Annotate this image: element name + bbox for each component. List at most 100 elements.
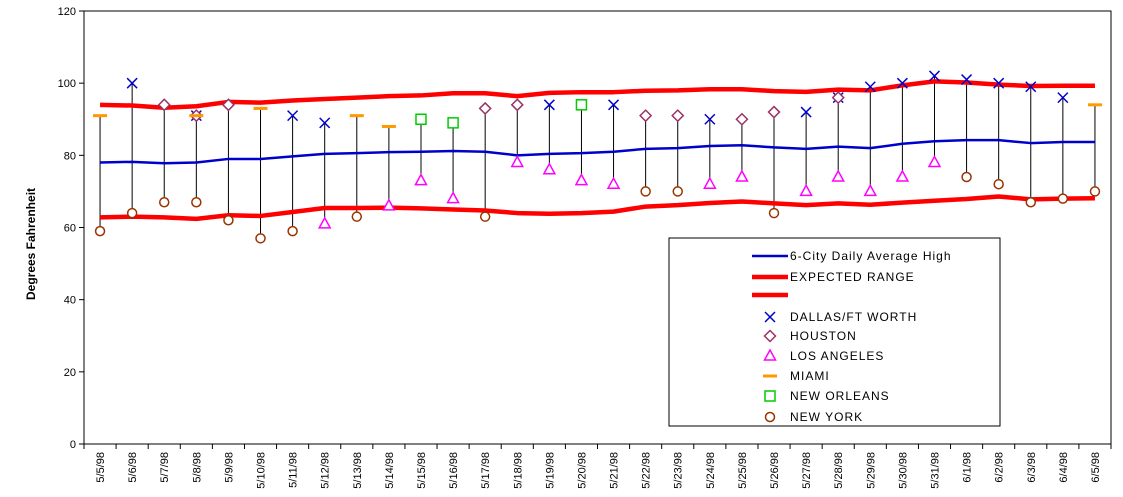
- data-point: [704, 113, 716, 125]
- data-point: [94, 225, 106, 237]
- data-point: [703, 176, 717, 189]
- data-point: [1025, 196, 1037, 208]
- data-point: [993, 178, 1004, 190]
- data-point: [317, 216, 332, 229]
- x-tick-label: 5/8/98: [191, 452, 203, 483]
- x-tick-label: 5/16/98: [448, 452, 460, 489]
- marker-stroke: [126, 77, 138, 89]
- marker-stroke: [704, 113, 716, 125]
- data-point: [447, 117, 459, 129]
- data-point: [928, 70, 941, 82]
- marker-stroke: [864, 81, 876, 93]
- data-point: [415, 113, 427, 125]
- x-tick-label: 5/30/98: [897, 452, 909, 489]
- data-point: [672, 186, 683, 197]
- data-point: [478, 101, 492, 115]
- marker-stroke: [961, 74, 973, 86]
- data-point: [542, 162, 557, 175]
- marker-stroke: [993, 77, 1005, 89]
- x-tick-label: 5/7/98: [159, 452, 171, 483]
- data-point: [767, 105, 781, 119]
- data-point: [639, 109, 653, 123]
- data-point: [993, 77, 1005, 89]
- y-tick-label: 100: [58, 78, 76, 90]
- data-point: [221, 98, 235, 112]
- marker-stroke: [287, 110, 299, 122]
- marker-stroke: [800, 106, 812, 118]
- data-point: [927, 154, 942, 168]
- x-tick-label: 5/10/98: [256, 452, 268, 489]
- data-point: [126, 207, 138, 219]
- x-tick-label: 5/11/98: [288, 452, 300, 488]
- legend-swatch: [764, 411, 776, 423]
- x-tick-label: 5/15/98: [416, 452, 428, 489]
- y-tick-label: 0: [70, 439, 76, 451]
- x-tick-label: 5/22/98: [641, 452, 653, 489]
- data-point: [606, 176, 621, 189]
- x-tick-label: 5/12/98: [320, 452, 332, 489]
- data-point: [735, 112, 749, 126]
- marker-stroke: [608, 99, 620, 111]
- data-point: [446, 191, 460, 204]
- x-tick-label: 5/21/98: [609, 452, 621, 489]
- marker-stroke: [319, 117, 331, 129]
- x-tick-label: 6/1/98: [962, 452, 974, 483]
- data-point: [1057, 92, 1069, 104]
- data-point: [157, 98, 171, 112]
- x-tick-label: 5/5/98: [95, 452, 107, 483]
- marker-stroke: [928, 70, 941, 82]
- data-point: [510, 154, 525, 168]
- data-point: [574, 173, 589, 186]
- data-point: [896, 77, 908, 89]
- x-tick-label: 6/5/98: [1090, 452, 1102, 483]
- legend-label: NEW ORLEANS: [790, 389, 890, 403]
- x-tick-label: 5/13/98: [352, 452, 364, 489]
- marker-stroke: [764, 311, 776, 323]
- expected-range-upper-line: [99, 79, 1095, 110]
- data-point: [287, 225, 298, 237]
- x-tick-label: 5/26/98: [769, 452, 781, 489]
- x-tick-label: 5/25/98: [737, 452, 749, 489]
- data-point: [287, 110, 299, 122]
- data-point: [543, 99, 555, 111]
- data-point: [351, 211, 363, 222]
- data-point: [414, 173, 428, 186]
- data-point: [864, 81, 876, 93]
- x-tick-label: 6/2/98: [994, 452, 1006, 483]
- data-point: [255, 233, 266, 244]
- legend-label: LOS ANGELES: [790, 349, 884, 363]
- data-point: [961, 74, 973, 86]
- x-tick-label: 6/4/98: [1058, 452, 1070, 483]
- x-tick-label: 5/6/98: [127, 452, 139, 483]
- data-point: [863, 183, 878, 197]
- legend-swatch: [763, 329, 777, 343]
- x-tick-label: 5/27/98: [801, 452, 813, 489]
- average-high-line: [100, 138, 1095, 165]
- data-point: [1057, 193, 1069, 204]
- data-point: [768, 207, 780, 219]
- x-tick-label: 5/14/98: [384, 452, 396, 489]
- y-tick-label: 120: [58, 6, 76, 18]
- data-point: [1089, 186, 1101, 197]
- data-point: [223, 215, 234, 226]
- legend-label: MIAMI: [790, 369, 830, 383]
- y-tick-label: 40: [64, 295, 76, 307]
- legend-frame: [668, 237, 1001, 427]
- y-axis-label: Degrees Fahrenheit: [24, 188, 38, 300]
- marker-stroke: [1057, 92, 1069, 104]
- data-point: [831, 91, 845, 105]
- legend-swatch: [764, 390, 776, 402]
- x-tick-label: 5/19/98: [544, 452, 556, 489]
- legend-label: 6-City Daily Average High: [790, 249, 952, 263]
- x-tick-label: 5/20/98: [576, 452, 588, 489]
- data-point: [735, 169, 749, 182]
- legend: 6-City Daily Average High EXPECTED RANGE D…: [668, 237, 1001, 427]
- x-tick-label: 5/28/98: [833, 452, 845, 489]
- x-tick-label: 5/17/98: [480, 452, 492, 489]
- data-point: [831, 169, 845, 182]
- data-point: [800, 106, 812, 118]
- data-point: [575, 99, 588, 111]
- data-point: [799, 183, 813, 197]
- legend-swatch: [764, 311, 776, 323]
